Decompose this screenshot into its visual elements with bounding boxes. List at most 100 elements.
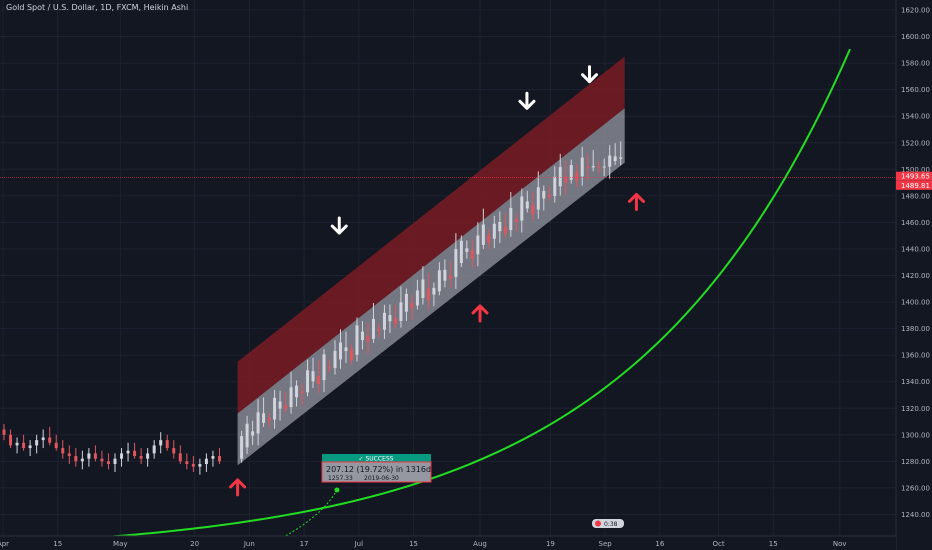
candle-body <box>120 453 124 459</box>
candle-body <box>344 347 348 351</box>
candle-body <box>432 287 436 295</box>
price-tick-label: 1620.00 <box>901 7 930 15</box>
time-axis-bg <box>0 536 896 550</box>
badge-header-text: ✓ SUCCESS <box>359 456 394 463</box>
candle-body <box>399 302 403 322</box>
regression-channel <box>237 56 625 466</box>
candle-body <box>240 436 244 459</box>
candle-body <box>509 207 513 231</box>
candle-body <box>487 234 491 243</box>
badge-line2-date: 2019-06-30 <box>364 475 399 482</box>
time-tick-label: 15 <box>409 540 418 548</box>
candle-body <box>152 445 156 454</box>
candle-body <box>492 223 496 239</box>
candle-body <box>35 440 39 446</box>
arrow-up-icon <box>471 304 489 323</box>
arrow-up-icon <box>627 192 645 211</box>
signal-arrows <box>229 65 645 497</box>
candle-body <box>377 328 381 331</box>
candle-body <box>74 456 78 462</box>
candle-body <box>217 456 221 462</box>
candle-body <box>520 196 524 221</box>
candle-body <box>338 342 342 360</box>
candle-body <box>185 461 189 465</box>
candle-body <box>146 453 150 459</box>
candle-body <box>113 458 117 465</box>
candle-body <box>262 413 266 423</box>
candle-body <box>295 385 299 398</box>
candle-body <box>300 391 304 394</box>
candle-body <box>267 418 271 421</box>
price-tick-label: 1480.00 <box>901 192 930 200</box>
time-tick-label: Jul <box>354 540 364 548</box>
candle-body <box>437 270 441 292</box>
candle-body <box>371 318 375 339</box>
candle-body <box>410 302 414 309</box>
price-label: 1489.81 <box>901 182 930 190</box>
price-label-bg <box>896 180 932 190</box>
candle-body <box>251 431 255 436</box>
replay-badge-bg <box>592 519 624 528</box>
candle-body <box>514 218 518 223</box>
candle-body <box>569 164 573 180</box>
candle-body <box>278 401 282 409</box>
time-tick-label: Aug <box>473 540 487 548</box>
candle-body <box>542 190 546 199</box>
candle-body <box>580 157 584 177</box>
candle-body <box>93 453 97 459</box>
candle-body <box>106 461 110 465</box>
price-label: 1493.65 <box>901 173 930 181</box>
candle-body <box>198 464 202 467</box>
candle-body <box>525 201 529 209</box>
candle-body <box>100 458 104 462</box>
candle-body <box>443 269 447 281</box>
candle-body <box>454 249 458 278</box>
candle-body <box>322 354 326 381</box>
channel-lower-band <box>237 108 625 466</box>
candle-body <box>360 331 364 341</box>
candle-body <box>421 279 425 298</box>
price-tick-label: 1520.00 <box>901 139 930 147</box>
candle-body <box>536 187 540 210</box>
candle-body <box>333 350 337 368</box>
flag-icon <box>595 520 601 527</box>
price-tick-label: 1360.00 <box>901 352 930 360</box>
candle-body <box>393 318 397 324</box>
candle-body <box>139 456 143 459</box>
price-tick-label: 1580.00 <box>901 60 930 68</box>
price-axis-bg <box>896 0 932 550</box>
candle-body <box>87 453 91 459</box>
time-tick-label: Nov <box>833 540 847 548</box>
candle-body <box>289 387 293 408</box>
candle-body <box>426 288 430 301</box>
candle-body <box>28 445 32 449</box>
price-tick-label: 1240.00 <box>901 511 930 519</box>
time-axis[interactable]: Apr 15 May 20 Jun 17 Jul 15 Aug 19 Sep 16 Oct 15 Nov <box>0 535 896 550</box>
time-tick-label: 17 <box>300 540 309 548</box>
candle-body <box>165 440 169 449</box>
time-tick-label: 16 <box>655 540 664 548</box>
price-tick-label: 1540.00 <box>901 113 930 121</box>
candle-body <box>256 412 260 434</box>
candle-body <box>619 157 623 159</box>
candle-body <box>355 325 359 355</box>
candle-body <box>404 293 408 312</box>
price-tick-label: 1380.00 <box>901 325 930 333</box>
price-axis[interactable]: 1240.00 1260.00 1280.00 1300.00 1320.00 1340.… <box>895 0 932 550</box>
candle-body <box>61 448 65 454</box>
time-tick-label: May <box>113 540 127 548</box>
price-tick-label: 1500.00 <box>901 166 930 174</box>
candle-body <box>317 376 321 385</box>
replay-badge-text: 0:38 <box>604 521 618 528</box>
candle-body <box>211 456 215 459</box>
candle-body <box>459 240 463 264</box>
price-tick-label: 1420.00 <box>901 272 930 280</box>
candle-body <box>172 448 176 454</box>
badge-line1: 207.12 (19.72%) in 1316d <box>326 465 431 474</box>
time-tick-label: 20 <box>190 540 199 548</box>
success-badge[interactable]: ✓ SUCCESS 207.12 (19.72%) in 1316d1257.33… <box>321 454 624 528</box>
candle-body <box>67 453 71 457</box>
candle-body <box>48 437 52 443</box>
candle-body <box>415 290 419 306</box>
